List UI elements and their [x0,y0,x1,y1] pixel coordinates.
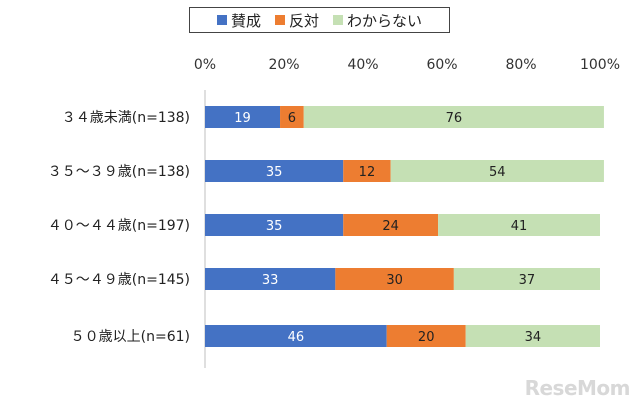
data-label: 19 [234,111,251,126]
bar-segment [438,214,600,236]
legend-swatch [333,15,343,25]
bar-segment [205,325,387,347]
bar-segment [205,268,336,290]
data-label: 54 [489,165,506,180]
bar-segment [465,325,600,347]
legend-label: 反対 [288,11,319,30]
legend: 賛成 反対 わからない [189,7,450,33]
data-label: 34 [525,330,542,345]
data-label: 30 [386,273,403,288]
x-tick-label: 60% [426,57,457,73]
bar-segment [386,325,466,347]
bar-segment [280,106,304,128]
data-label: 6 [288,111,296,126]
legend-swatch [216,15,227,25]
data-label: 24 [382,219,399,234]
bar-segment [303,106,604,128]
bar-segment [390,160,604,182]
data-label: 46 [288,330,305,345]
data-label: 35 [266,165,283,180]
data-label: 41 [511,219,528,234]
bar-segment [453,268,600,290]
bar-segment [205,106,281,128]
x-tick-label: 100% [580,57,620,73]
category-label: ５０歳以上(n=61) [71,329,190,345]
data-label: 37 [519,273,536,288]
bar-segment [343,160,391,182]
bars: 19 6 76 35 12 54 35 24 41 33 30 37 46 20 34 [205,106,604,347]
category-label: ３４歳未満(n=138) [62,110,190,126]
x-tick-label: 20% [268,57,299,73]
category-label: ４５～４９歳(n=145) [48,272,190,288]
legend-item: 賛成 [216,10,261,31]
resemom-logo: ReseMom [524,376,631,400]
legend-label: わからない [347,11,423,30]
legend-label: 賛成 [230,11,261,30]
x-axis-ticks: 0% 20% 40% 60% 80% 100% [194,57,620,73]
data-label: 20 [418,330,435,345]
x-tick-label: 40% [347,57,378,73]
data-label: 33 [262,273,279,288]
x-tick-label: 80% [505,57,536,73]
category-label: ３５～３９歳(n=138) [48,164,190,180]
bar-segment [205,214,344,236]
category-label: ４０～４４歳(n=197) [48,218,190,234]
data-label: 76 [446,111,463,126]
bar-segment [205,160,344,182]
legend-item: 反対 [274,10,319,31]
data-label: 35 [266,219,283,234]
bar-segment [335,268,454,290]
data-label: 12 [359,165,376,180]
x-tick-label: 0% [194,57,216,73]
bar-segment [343,214,439,236]
legend-item: わからない [333,10,422,31]
legend-swatch [274,15,285,25]
category-labels: ３４歳未満(n=138) ３５～３９歳(n=138) ４０～４４歳(n=197) ４５… [48,110,190,345]
